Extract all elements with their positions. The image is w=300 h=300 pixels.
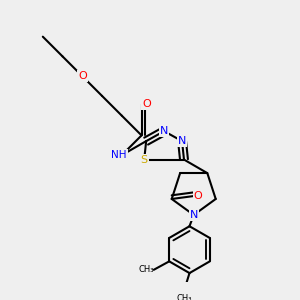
Text: O: O xyxy=(78,71,87,81)
Text: O: O xyxy=(142,99,151,110)
Text: N: N xyxy=(178,136,186,146)
Text: O: O xyxy=(194,191,202,201)
Text: N: N xyxy=(160,126,168,136)
Text: S: S xyxy=(141,154,148,165)
Text: CH₃: CH₃ xyxy=(176,294,192,300)
Text: CH₃: CH₃ xyxy=(139,265,154,274)
Text: NH: NH xyxy=(111,150,127,160)
Text: N: N xyxy=(190,210,198,220)
